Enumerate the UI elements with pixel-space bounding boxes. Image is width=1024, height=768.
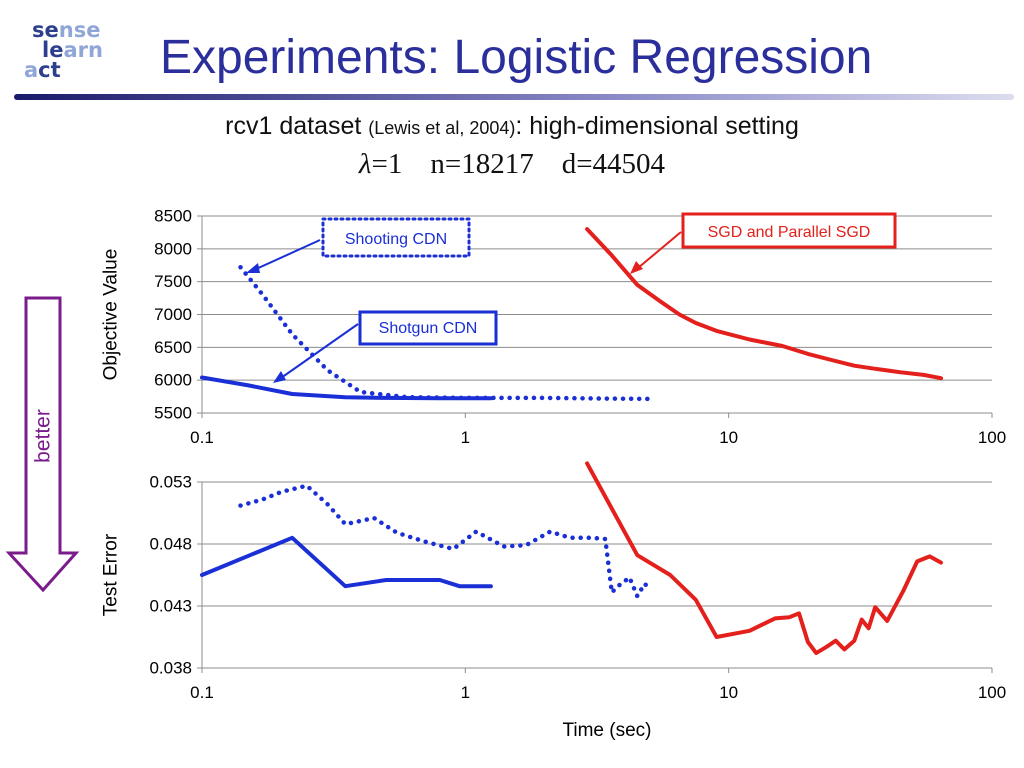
logo-text: a (24, 58, 39, 82)
annotation-shooting-cdn: Shooting CDN (246, 217, 471, 273)
logo: sense learn act (18, 18, 128, 98)
y-tick-label: 0.048 (149, 535, 192, 554)
better-arrow: better (5, 296, 80, 593)
x-tick-label: 100 (978, 428, 1006, 447)
slide-title: Experiments: Logistic Regression (160, 31, 873, 84)
annotation-label: Shooting CDN (345, 231, 447, 248)
y-tick-label: 0.043 (149, 597, 192, 616)
x-tick-label: 10 (719, 683, 738, 702)
y-tick-label: 6500 (154, 338, 192, 357)
better-label: better (32, 409, 55, 463)
n-value: n=18217 (430, 148, 534, 180)
logo-text: ct (38, 58, 61, 82)
dataset-subtitle: rcv1 dataset (Lewis et al, 2004): high-d… (0, 112, 1024, 141)
x-tick-label: 10 (719, 428, 738, 447)
test-error-chart: 0.053 0.048 0.043 0.038 0.1 1 10 100 Test Error T… (101, 461, 1006, 741)
logo-text: arn (63, 38, 103, 62)
series-line-shotgun-cdn (200, 375, 493, 401)
series-line-shooting-cdn (238, 264, 652, 402)
y-tick-label: 5500 (154, 404, 192, 423)
annotation-sgd: SGD and Parallel SGD (630, 212, 897, 274)
x-tick-label: 0.1 (190, 683, 214, 702)
x-tick-label: 1 (461, 428, 470, 447)
d-value: d=44504 (561, 148, 666, 180)
y-tick-label: 7000 (154, 305, 192, 324)
dataset-citation: (Lewis et al, 2004) (368, 118, 516, 138)
series-line-sgd-and-parallel-sgd (585, 227, 943, 381)
y-tick-label: 7500 (154, 272, 192, 291)
dataset-name: rcv1 dataset (225, 112, 362, 140)
y-tick-label: 0.038 (149, 659, 192, 678)
x-tick-label: 1 (461, 683, 470, 702)
x-tick-label: 100 (978, 683, 1006, 702)
y-axis-label: Objective Value (101, 249, 122, 381)
annotation-label: Shotgun CDN (379, 320, 478, 337)
annotation-label: SGD and Parallel SGD (708, 224, 871, 241)
y-tick-label: 0.053 (149, 473, 192, 492)
logo-text: nse (58, 18, 101, 42)
y-tick-label: 6000 (154, 371, 192, 390)
title-divider (14, 94, 1014, 100)
series-line-shotgun-cdn (200, 535, 493, 589)
series-line-sgd-and-parallel-sgd (585, 461, 943, 656)
lambda-value: =1 (371, 148, 403, 180)
y-tick-label: 8000 (154, 239, 192, 258)
dataset-setting: : high-dimensional setting (515, 112, 799, 140)
y-axis-label: Test Error (101, 533, 122, 616)
annotation-shotgun-cdn: Shotgun CDN (273, 310, 498, 383)
logo-text: le (42, 38, 64, 62)
x-tick-label: 0.1 (190, 428, 214, 447)
parameters-line: λ=1 n=18217 d=44504 (0, 148, 1024, 181)
series-line-shooting-cdn (238, 483, 652, 599)
logo-text: se (32, 18, 59, 42)
objective-value-chart: 8500 8000 7500 7000 6500 6000 5500 0.1 1 10 100 Obj… (101, 207, 1007, 448)
y-tick-label: 8500 (154, 207, 192, 226)
lambda-symbol: λ (358, 148, 372, 180)
x-axis-label: Time (sec) (562, 720, 651, 741)
